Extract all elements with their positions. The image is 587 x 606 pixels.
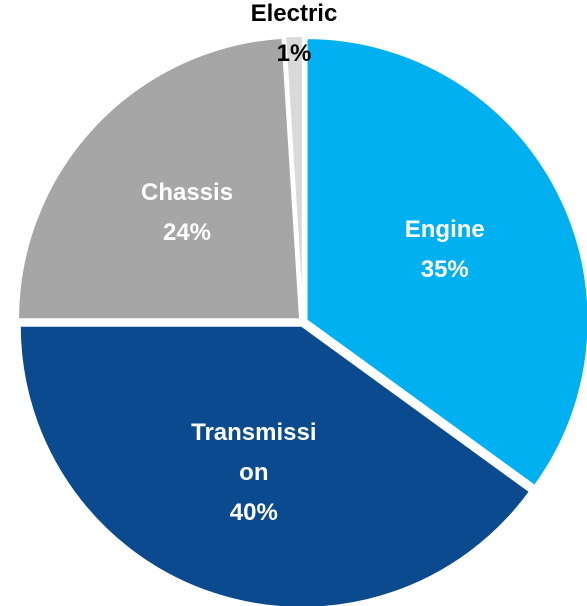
category-label: Chassis <box>140 179 234 207</box>
label-box: Chassis 24% <box>102 133 272 293</box>
value-label: 35% <box>420 255 469 283</box>
value-label: 1% <box>276 40 312 68</box>
value-label: 24% <box>162 219 212 247</box>
pie-slice <box>18 324 532 606</box>
category-label: Electric <box>250 0 338 28</box>
slice-label: Engine 35% <box>360 170 530 330</box>
label-text: Electric 1% <box>224 0 364 74</box>
label-box: Electric 1% <box>224 0 364 114</box>
value-label: 40% <box>229 499 278 527</box>
slice-label: Transmission 40% <box>169 393 339 553</box>
label-text: Transmission 40% <box>184 413 324 533</box>
label-text: Chassis 24% <box>117 173 257 253</box>
pie-slice <box>284 35 304 319</box>
slice-label: Chassis 24% <box>102 133 272 293</box>
label-box: Transmission 40% <box>169 393 339 553</box>
label-text: Engine 35% <box>375 210 515 290</box>
label-box: Engine 35% <box>360 170 530 330</box>
category-label: Engine <box>404 215 485 243</box>
category-label: Transmission <box>191 419 317 487</box>
pie-slice <box>305 37 587 488</box>
pie-slice <box>17 36 302 321</box>
slice-label: Electric 1% <box>224 0 364 114</box>
